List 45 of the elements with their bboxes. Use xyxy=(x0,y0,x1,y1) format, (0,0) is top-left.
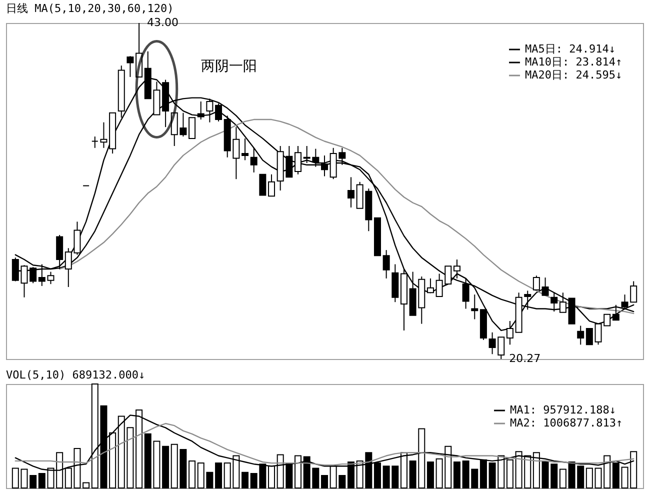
candlestick xyxy=(215,102,222,122)
legend-label: MA2: 1006877.813↑ xyxy=(510,416,623,430)
candlestick xyxy=(471,294,478,320)
annotation: 两阴一阳 xyxy=(200,58,257,75)
bar xyxy=(242,472,249,488)
candlestick xyxy=(91,136,98,148)
bar xyxy=(453,462,460,488)
candlestick xyxy=(542,277,549,296)
candlestick xyxy=(188,117,196,139)
bar xyxy=(321,475,328,488)
legend-label: MA20日: 24.595↓ xyxy=(525,68,622,82)
bar xyxy=(215,462,222,488)
candlestick xyxy=(382,250,390,279)
bar xyxy=(586,468,593,488)
bar xyxy=(162,446,170,488)
candlestick xyxy=(347,176,354,208)
chart-title: 日线 MA(5,10,20,30,60,120) xyxy=(6,2,174,15)
candlestick xyxy=(56,234,64,270)
candlestick xyxy=(242,138,249,161)
bar xyxy=(82,482,90,488)
bar xyxy=(426,462,434,488)
candlestick xyxy=(586,328,593,346)
candlestick xyxy=(426,278,434,294)
candlestick xyxy=(532,275,540,290)
candlestick xyxy=(268,174,276,197)
candlestick xyxy=(577,325,584,346)
candlestick xyxy=(453,259,460,279)
bar xyxy=(559,468,566,488)
candlestick xyxy=(30,266,37,284)
bar xyxy=(188,460,196,488)
candlestick xyxy=(250,147,258,173)
bar xyxy=(30,475,37,488)
candlestick xyxy=(100,122,108,148)
annotation: 20.27 xyxy=(509,352,541,365)
candlestick xyxy=(259,174,266,196)
legend-label: MA5日: 24.914↓ xyxy=(525,42,616,56)
legend-label: MA10日: 23.814↑ xyxy=(525,56,622,68)
candlestick xyxy=(197,100,204,120)
annotation: 43.00 xyxy=(147,16,179,29)
candlestick xyxy=(294,145,302,175)
candlestick xyxy=(462,278,470,310)
candlestick xyxy=(321,154,328,177)
candlestick xyxy=(126,56,134,78)
legend-label: MA1: 957912.188↓ xyxy=(510,404,616,416)
chart-title: VOL(5,10) 689132.000↓ xyxy=(6,368,146,382)
